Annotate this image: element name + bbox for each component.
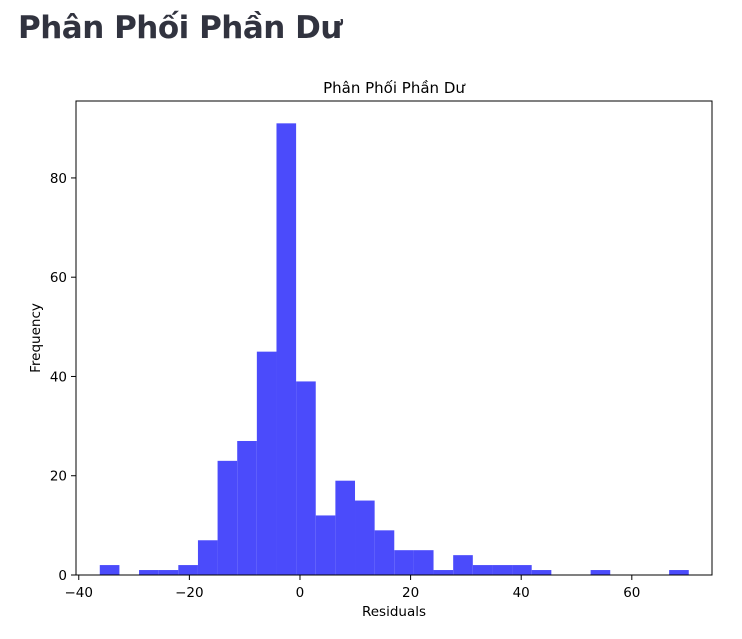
histogram-bar [178, 565, 198, 575]
histogram-bar [139, 570, 159, 575]
histogram-bar [433, 570, 454, 575]
histogram-bar [355, 500, 375, 575]
bars-group [99, 123, 689, 575]
x-tick-label: 60 [623, 585, 640, 601]
histogram-bar [197, 540, 218, 575]
histogram-bar [413, 550, 434, 575]
y-axis-label: Frequency [28, 303, 44, 373]
histogram-bar [512, 565, 532, 575]
y-tick-label: 40 [50, 369, 67, 385]
page-title: Phân Phối Phần Dư [18, 10, 342, 46]
histogram-bar [158, 570, 179, 575]
histogram-bar [296, 381, 316, 575]
x-tick-label: 40 [513, 585, 530, 601]
x-tick-label: −40 [65, 585, 94, 601]
histogram-bar [394, 550, 414, 575]
histogram-bar [492, 565, 513, 575]
y-tick-label: 80 [50, 171, 67, 187]
histogram-bar [276, 123, 297, 575]
y-axis-ticks: 0 20 40 60 80 [50, 171, 76, 584]
histogram-bar [374, 530, 395, 575]
histogram-bar [669, 570, 689, 575]
histogram-bar [335, 480, 356, 575]
y-tick-label: 60 [50, 270, 67, 286]
histogram-bar [256, 351, 277, 575]
histogram-bar [590, 570, 611, 575]
histogram-bar [217, 460, 238, 575]
x-tick-label: 20 [402, 585, 419, 601]
histogram-bar [453, 555, 473, 575]
histogram-bar [99, 565, 120, 575]
y-tick-label: 0 [58, 568, 67, 584]
histogram-bar [237, 440, 257, 575]
histogram-bar [531, 570, 552, 575]
x-tick-label: −20 [175, 585, 204, 601]
plot-frame [75, 100, 713, 576]
x-tick-label: 0 [296, 585, 305, 601]
y-tick-label: 20 [50, 469, 67, 485]
histogram-bar [472, 565, 493, 575]
x-axis-ticks: −40 −20 0 20 40 60 [65, 575, 640, 601]
histogram-bar [315, 515, 336, 575]
x-axis-label: Residuals [362, 604, 426, 620]
chart-title: Phân Phối Phần Dư [323, 79, 466, 97]
